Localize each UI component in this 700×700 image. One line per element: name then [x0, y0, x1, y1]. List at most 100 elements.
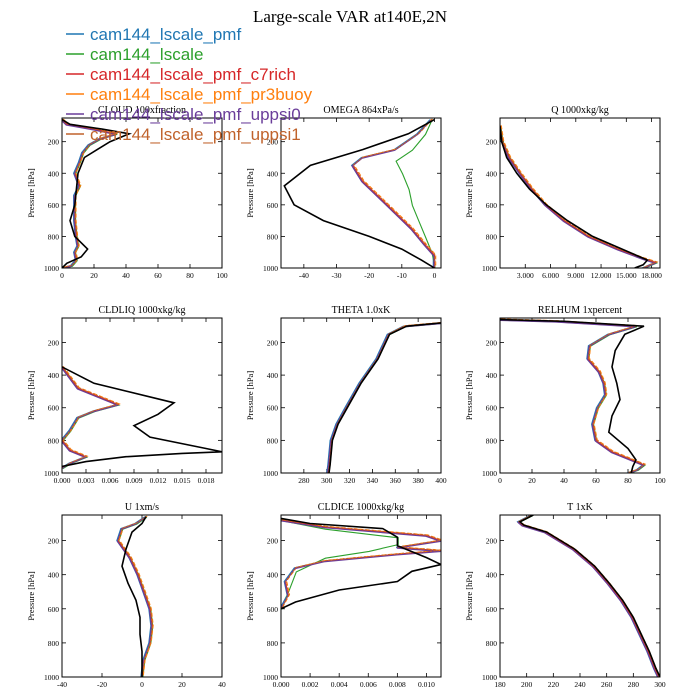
- y-tick-label: 600: [486, 201, 498, 210]
- x-tick-label: 15.000: [616, 271, 637, 280]
- y-tick-label: 200: [486, 537, 498, 546]
- x-tick-label: 260: [601, 680, 613, 689]
- y-tick-label: 400: [486, 371, 498, 380]
- y-tick-label: 400: [48, 371, 60, 380]
- legend-label: cam144_lscale_pmf_c7rich: [90, 65, 296, 84]
- series-line-cam144_lscale_pmf_uppsi1: [500, 125, 658, 268]
- series-line-cam144_lscale_pmf_c7rich: [500, 125, 658, 268]
- x-tick-label: 0: [60, 271, 64, 280]
- series-line-cam144_lscale_pmf_uppsi1: [62, 118, 117, 268]
- y-tick-label: 800: [267, 639, 279, 648]
- series-line-cam144_lscale_pmf_uppsi0: [500, 319, 645, 473]
- x-tick-label: 400: [435, 476, 447, 485]
- y-tick-label: 1000: [44, 673, 59, 682]
- x-tick-label: -40: [299, 271, 309, 280]
- x-tick-label: 20: [178, 680, 186, 689]
- panel-title: U 1xm/s: [125, 502, 159, 513]
- x-tick-label: 0.008: [389, 680, 406, 689]
- plot-frame: [280, 317, 442, 474]
- y-tick-label: 1000: [263, 469, 278, 478]
- y-tick-label: 200: [48, 338, 60, 347]
- series-group: [326, 321, 441, 473]
- y-tick-label: 1000: [263, 264, 278, 273]
- series-group: [283, 118, 437, 268]
- y-axis-label: Pressure [hPa]: [26, 168, 36, 218]
- y-axis-label: Pressure [hPa]: [464, 571, 474, 621]
- series-line-cam144_lscale_pmf: [62, 367, 119, 469]
- x-tick-label: 80: [186, 271, 194, 280]
- y-axis-label: Pressure [hPa]: [245, 571, 255, 621]
- reference-line: [281, 517, 441, 610]
- series-line-cam144_lscale_pmf: [500, 319, 644, 473]
- plot-frame: [61, 117, 223, 269]
- y-axis-label: Pressure [hPa]: [464, 168, 474, 218]
- series-line-cam144_lscale_pmf_uppsi1: [500, 318, 646, 473]
- x-tick-label: 20: [528, 476, 536, 485]
- y-tick-label: 400: [267, 371, 279, 380]
- y-axis-label: Pressure [hPa]: [245, 168, 255, 218]
- panel-title: CLDLIQ 1000xkg/kg: [99, 305, 186, 316]
- y-tick-label: 400: [486, 169, 498, 178]
- legend-label: cam144_lscale: [90, 45, 203, 64]
- y-tick-label: 200: [486, 138, 498, 147]
- series-group: [500, 318, 647, 473]
- x-tick-label: 200: [521, 680, 533, 689]
- series-line-cam144_lscale_pmf_pr3buoy: [281, 518, 441, 609]
- series-line-cam144_lscale_pmf_uppsi1: [62, 366, 121, 469]
- x-tick-label: 0.009: [126, 476, 143, 485]
- panel-title: CLDICE 1000xkg/kg: [318, 502, 404, 513]
- y-tick-label: 200: [48, 138, 60, 147]
- y-tick-label: 200: [48, 537, 60, 546]
- y-axis-label: Pressure [hPa]: [26, 371, 36, 421]
- legend-label: cam144_lscale_pmf_uppsi0: [90, 105, 301, 124]
- y-tick-label: 200: [267, 338, 279, 347]
- series-line-cam144_lscale_pmf: [500, 129, 657, 268]
- y-tick-label: 200: [267, 537, 279, 546]
- y-tick-label: 1000: [482, 264, 497, 273]
- panel-4: THETA 1.0xK Pressure [hPa] 200 400 600 800 100…: [245, 305, 447, 485]
- x-tick-label: 240: [574, 680, 586, 689]
- panel-title: Q 1000xkg/kg: [551, 105, 609, 116]
- x-tick-label: 100: [216, 271, 228, 280]
- x-tick-label: 100: [654, 476, 666, 485]
- y-tick-label: 800: [48, 639, 60, 648]
- plot-frame: [280, 514, 442, 678]
- x-tick-label: 18.000: [641, 271, 662, 280]
- x-tick-label: 360: [390, 476, 402, 485]
- y-tick-label: 1000: [482, 673, 497, 682]
- y-tick-label: 600: [486, 404, 498, 413]
- x-tick-label: 60: [154, 271, 162, 280]
- x-tick-label: 300: [654, 680, 666, 689]
- y-tick-label: 800: [486, 436, 498, 445]
- panel-title: T 1xK: [567, 502, 593, 513]
- x-tick-label: 40: [560, 476, 568, 485]
- x-tick-label: 80: [624, 476, 632, 485]
- x-tick-label: 340: [367, 476, 379, 485]
- y-tick-label: 800: [267, 436, 279, 445]
- panel-title: RELHUM 1xpercent: [538, 305, 622, 316]
- x-tick-label: 0.000: [273, 680, 290, 689]
- panel-title: CLOUD 100xfraction: [98, 105, 186, 116]
- x-tick-label: 0.004: [331, 680, 348, 689]
- reference-line: [500, 125, 649, 268]
- y-tick-label: 400: [48, 169, 60, 178]
- x-tick-label: -20: [364, 271, 374, 280]
- x-tick-label: 0: [498, 476, 502, 485]
- y-tick-label: 800: [48, 436, 60, 445]
- y-axis-label: Pressure [hPa]: [464, 371, 474, 421]
- y-tick-label: 600: [48, 404, 60, 413]
- reference-line: [518, 515, 660, 677]
- x-tick-label: 40: [122, 271, 130, 280]
- y-tick-label: 600: [267, 404, 279, 413]
- x-tick-label: 6.000: [542, 271, 559, 280]
- series-line-cam144_lscale_pmf_c7rich: [500, 319, 646, 473]
- series-line-cam144_lscale_pmf_uppsi0: [500, 126, 657, 268]
- y-tick-label: 600: [267, 201, 279, 210]
- series-group: [500, 125, 659, 268]
- x-tick-label: 280: [628, 680, 640, 689]
- x-tick-label: 0.006: [360, 680, 377, 689]
- plot-frame: [499, 514, 661, 678]
- x-tick-label: 0.015: [174, 476, 191, 485]
